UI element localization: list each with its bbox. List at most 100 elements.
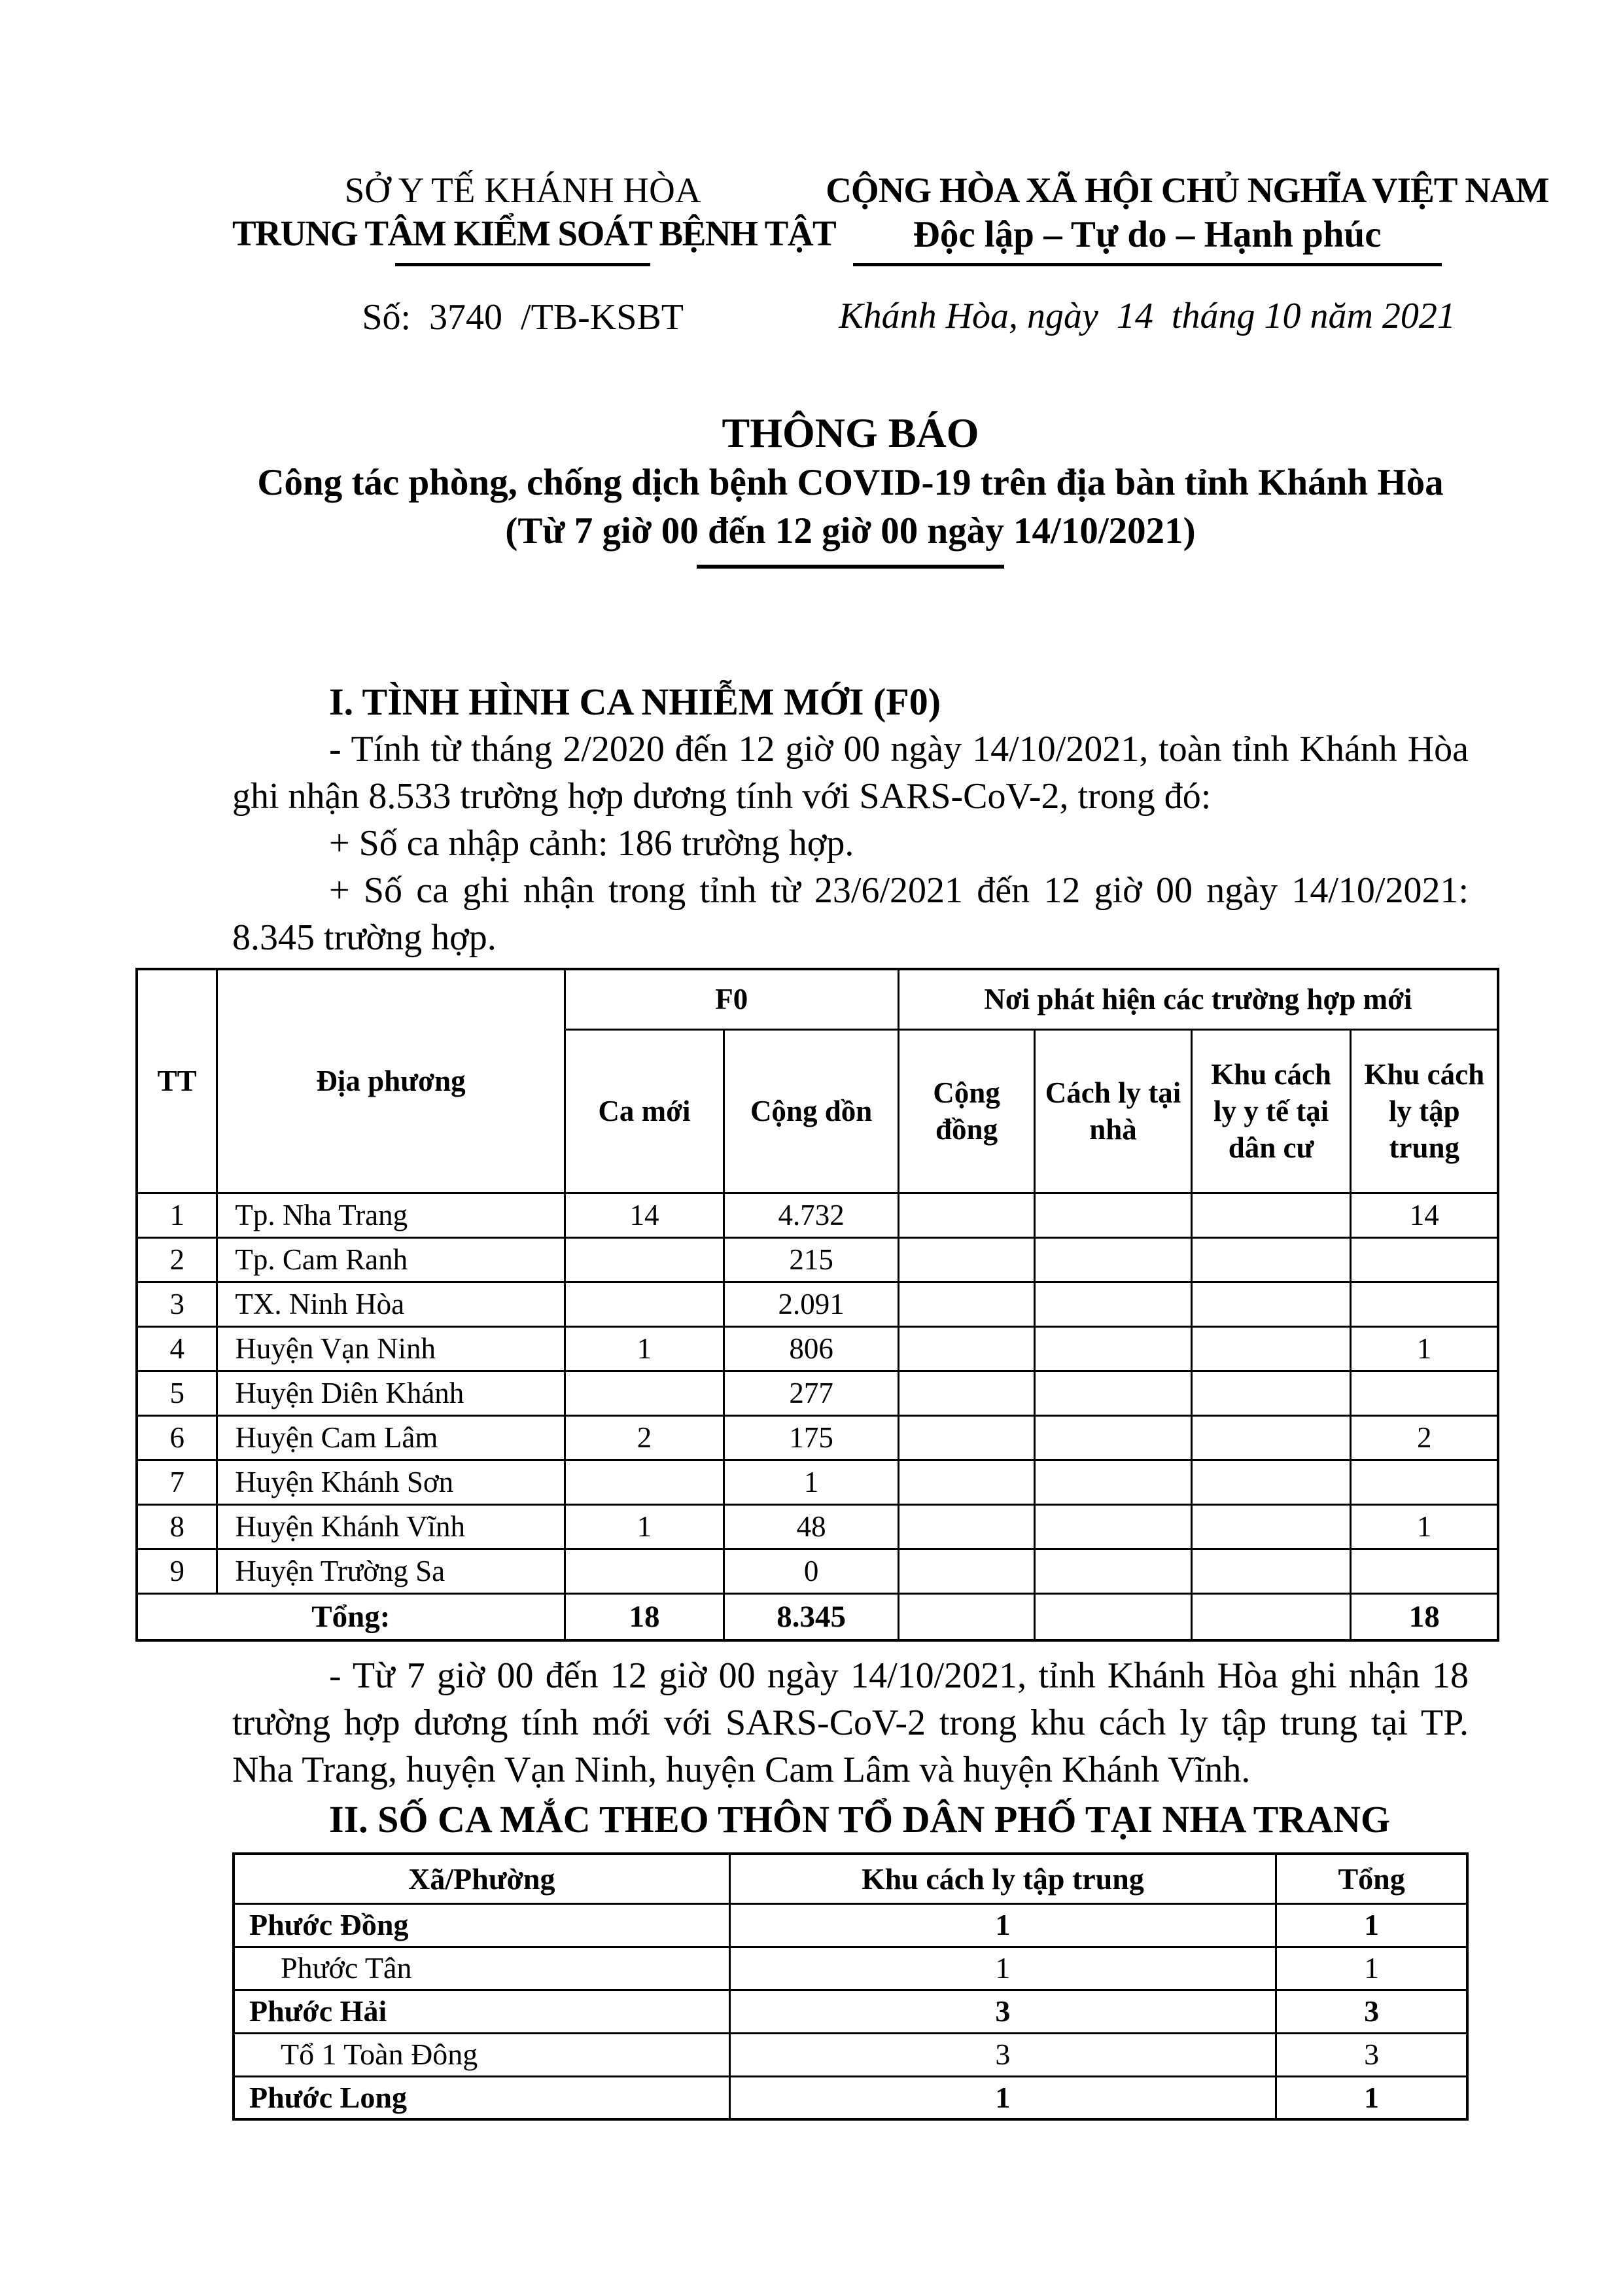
cell-locality: Huyện Vạn Ninh (216, 1325, 566, 1372)
cell-cumulative: 48 (723, 1503, 899, 1550)
cell-locality: Huyện Khánh Vĩnh (216, 1503, 566, 1550)
cell-tt: 9 (135, 1547, 218, 1595)
cell-ward: Phước Hải (232, 1988, 731, 2034)
cell-tt: 2 (135, 1236, 218, 1283)
cell-locality: TX. Ninh Hòa (216, 1280, 566, 1328)
cell-tt: 8 (135, 1503, 218, 1550)
document-number: Số: 3740 /TB-KSBT (362, 297, 684, 338)
cell-community (897, 1458, 1036, 1506)
section1-bullet-imported: + Số ca nhập cảnh: 186 trường hợp. (329, 823, 854, 864)
header-new-cases: Ca mới (563, 1028, 725, 1194)
total-central: 18 (1350, 1592, 1499, 1642)
total-label: Tổng: (135, 1592, 566, 1642)
header-place-group: Nơi phát hiện các trường hợp mới (897, 968, 1499, 1031)
cell-community (897, 1503, 1036, 1550)
cell-central: 14 (1350, 1192, 1499, 1239)
cell-community (897, 1236, 1036, 1283)
cell-cumulative: 806 (723, 1325, 899, 1372)
cell-total: 1 (1275, 2075, 1469, 2121)
cases-by-locality-table: TT Địa phương F0 Nơi phát hiện các trườn… (135, 968, 1499, 1642)
cell-new (563, 1547, 725, 1595)
national-motto: Độc lập – Tự do – Hạnh phúc (913, 214, 1382, 255)
header-cumulative: Cộng dồn (723, 1028, 899, 1194)
cell-community (897, 1414, 1036, 1461)
cell-ward: Phước Đồng (232, 1902, 731, 1948)
total-home (1034, 1592, 1193, 1642)
table-row: 2 Tp. Cam Ranh 215 (135, 1236, 1499, 1283)
total-cumulative: 8.345 (723, 1592, 899, 1642)
header-home-quarantine: Cách ly tại nhà (1034, 1028, 1193, 1194)
header-community: Cộng đồng (897, 1028, 1036, 1194)
cell-new (563, 1280, 725, 1328)
cell-total: 3 (1275, 2032, 1469, 2077)
cell-locality: Huyện Khánh Sơn (216, 1458, 566, 1506)
cell-tt: 6 (135, 1414, 218, 1461)
header-locality: Địa phương (216, 968, 566, 1194)
header-total: Tổng (1275, 1852, 1469, 1905)
table-header-row-1: TT Địa phương F0 Nơi phát hiện các trườn… (135, 968, 1499, 1194)
table-header-row-2: Ca mới Cộng dồn Cộng đồng Cách ly tại nh… (137, 1028, 1499, 1194)
cell-central (1350, 1458, 1499, 1506)
cell-cumulative: 175 (723, 1414, 899, 1461)
cell-cumulative: 277 (723, 1369, 899, 1417)
cell-central: 1 (728, 1945, 1278, 1991)
cell-central: 1 (1350, 1325, 1499, 1372)
header-ward: Xã/Phường (232, 1852, 731, 1905)
cell-cumulative: 2.091 (723, 1280, 899, 1328)
cell-home (1034, 1414, 1193, 1461)
document-time-range: (Từ 7 giờ 00 đến 12 giờ 00 ngày 14/10/20… (505, 510, 1196, 552)
cell-home (1034, 1369, 1193, 1417)
ward-table-header-row: Xã/Phường Khu cách ly tập trung Tổng (232, 1852, 1469, 1905)
cell-community (897, 1547, 1036, 1595)
cell-cumulative: 0 (723, 1547, 899, 1595)
cell-new: 14 (563, 1192, 725, 1239)
cell-total: 1 (1275, 1945, 1469, 1991)
cell-tt: 1 (135, 1192, 218, 1239)
letterhead: SỞ Y TẾ KHÁNH HÒA TRUNG TÂM KIỂM SOÁT BỆ… (232, 169, 1550, 338)
cell-medical (1190, 1236, 1352, 1283)
ward-row: Phước Hải 3 3 (232, 1988, 1469, 2034)
cell-ward: Phước Long (232, 2075, 731, 2121)
section1-bullet-local: + Số ca ghi nhận trong tỉnh từ 23/6/2021… (232, 870, 1469, 958)
cell-tt: 3 (135, 1280, 218, 1328)
ward-row: Phước Đồng 1 1 (232, 1902, 1469, 1948)
cell-tt: 4 (135, 1325, 218, 1372)
cell-cumulative: 4.732 (723, 1192, 899, 1239)
cell-cumulative: 1 (723, 1458, 899, 1506)
cell-home (1034, 1236, 1193, 1283)
ward-row: Tổ 1 Toàn Đông 3 3 (232, 2032, 1469, 2077)
header-f0-group: F0 (563, 968, 899, 1031)
header-central-quarantine: Khu cách ly tập trung (1350, 1028, 1499, 1194)
cell-central: 3 (728, 1988, 1278, 2034)
cell-tt: 5 (135, 1369, 218, 1417)
cases-by-ward-table: Xã/Phường Khu cách ly tập trung Tổng Phư… (232, 1852, 1469, 2121)
cell-community (897, 1369, 1036, 1417)
cell-medical (1190, 1325, 1352, 1372)
national-motto-block: CỘNG HÒA XÃ HỘI CHỦ NGHĨA VIỆT NAM Độc l… (826, 169, 1549, 338)
total-medical (1190, 1592, 1352, 1642)
national-title: CỘNG HÒA XÃ HỘI CHỦ NGHĨA VIỆT NAM (826, 170, 1549, 210)
cell-medical (1190, 1369, 1352, 1417)
cell-home (1034, 1280, 1193, 1328)
org-underline (395, 263, 651, 266)
cell-central: 1 (728, 1902, 1278, 1948)
cell-ward: Phước Tân (232, 1945, 731, 1991)
title-underline (697, 565, 1004, 569)
cell-central (1350, 1280, 1499, 1328)
cell-new: 2 (563, 1414, 725, 1461)
cell-central: 1 (728, 2075, 1278, 2121)
cell-new (563, 1369, 725, 1417)
cell-ward: Tổ 1 Toàn Đông (232, 2032, 731, 2077)
table-row: 1 Tp. Nha Trang 14 4.732 14 (135, 1192, 1499, 1239)
cell-home (1034, 1503, 1193, 1550)
cell-central: 1 (1350, 1503, 1499, 1550)
total-new: 18 (563, 1592, 725, 1642)
cell-community (897, 1325, 1036, 1372)
document-subtitle: Công tác phòng, chống dịch bệnh COVID-19… (257, 462, 1444, 503)
header-medical-zone: Khu cách ly y tế tại dân cư (1190, 1028, 1352, 1194)
table-total-row: Tổng: 18 8.345 18 (135, 1592, 1499, 1642)
cell-medical (1190, 1280, 1352, 1328)
table-row: 9 Huyện Trường Sa 0 (135, 1547, 1499, 1595)
cell-home (1034, 1192, 1193, 1239)
